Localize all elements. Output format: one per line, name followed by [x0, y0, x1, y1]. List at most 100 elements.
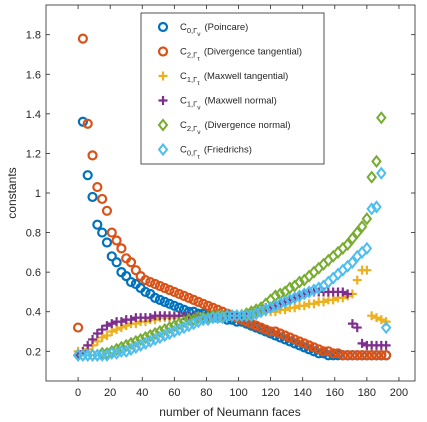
data-point — [77, 116, 89, 127]
data-point — [367, 311, 377, 321]
data-point — [376, 166, 387, 180]
legend-label: C2,Γν(Divergence normal) — [180, 120, 291, 136]
x-tick-label: 180 — [358, 387, 376, 399]
data-point — [270, 299, 281, 313]
data-point — [337, 350, 348, 361]
data-point — [188, 317, 199, 331]
x-tick-label: 120 — [261, 387, 279, 399]
data-point — [154, 294, 166, 305]
legend-box — [140, 12, 325, 165]
data-point — [328, 348, 339, 359]
data-point — [188, 294, 199, 305]
data-point — [303, 285, 315, 299]
data-point — [290, 303, 300, 313]
legend-marker — [158, 71, 168, 81]
data-point — [362, 265, 372, 275]
data-point — [347, 350, 358, 361]
y-tick-label: 1 — [35, 188, 41, 200]
data-point — [275, 328, 286, 339]
y-tick-label: 1.6 — [26, 69, 41, 81]
axis-ticks: 0 20 40 60 80 100 120 140 160 180 200 0.2 0.4 0.6 0.8 1… — [26, 5, 415, 399]
data-point — [107, 327, 117, 337]
data-point — [145, 334, 156, 349]
data-point — [169, 318, 180, 333]
data-point — [173, 317, 185, 331]
data-point — [116, 317, 126, 327]
data-point — [289, 338, 300, 349]
data-point — [371, 313, 381, 323]
data-point — [145, 276, 156, 288]
data-point — [366, 202, 377, 216]
data-point — [145, 328, 156, 343]
data-point — [381, 350, 392, 361]
legend-marker — [157, 21, 169, 33]
data-point — [92, 219, 103, 230]
data-point — [202, 300, 214, 311]
data-point — [140, 286, 151, 298]
data-point — [120, 344, 132, 358]
data-point — [332, 348, 344, 359]
data-point — [169, 286, 180, 298]
legend-entry: C2,Γν(Divergence normal) — [157, 118, 291, 136]
data-point — [294, 275, 305, 289]
data-point — [193, 296, 204, 307]
data-point — [111, 257, 122, 268]
legend-marker — [157, 142, 169, 157]
data-point — [87, 191, 98, 203]
data-point — [313, 281, 325, 295]
data-point — [338, 287, 348, 297]
data-point — [178, 320, 190, 335]
data-point — [356, 220, 368, 234]
y-tick-label: 0.4 — [26, 307, 41, 319]
data-point — [270, 326, 281, 337]
legend-label: C2,Γτ(Divergence tangential) — [180, 47, 302, 63]
data-point — [111, 235, 122, 246]
legend-label: C0,Γτ(Friedrichs) — [180, 145, 252, 161]
data-point — [130, 340, 142, 354]
data-point — [274, 297, 286, 311]
data-point — [313, 348, 324, 359]
data-point — [294, 340, 305, 351]
data-point — [149, 292, 161, 303]
data-point — [275, 332, 286, 343]
data-point — [361, 241, 373, 256]
data-point — [159, 296, 170, 307]
data-point — [347, 255, 358, 269]
data-point — [154, 280, 166, 292]
data-point — [279, 334, 291, 345]
data-point — [183, 318, 195, 333]
data-point — [279, 295, 291, 309]
data-point — [376, 111, 387, 125]
data-point — [366, 350, 377, 361]
data-point — [174, 288, 185, 300]
data-point — [250, 307, 262, 321]
data-point — [140, 330, 151, 345]
legend-label: C1,Γτ(Maxwell tangential) — [180, 71, 288, 87]
data-point — [101, 205, 113, 216]
data-point — [154, 330, 166, 345]
data-point — [299, 287, 310, 301]
legend-label: C1,Γν(Maxwell normal) — [180, 96, 277, 112]
data-point — [323, 346, 334, 357]
data-point — [304, 340, 315, 351]
series-5-points — [72, 166, 392, 362]
data-point — [294, 289, 305, 303]
data-point — [347, 319, 357, 329]
data-point — [352, 323, 362, 333]
data-point — [265, 301, 276, 315]
data-point — [308, 346, 320, 357]
data-point — [149, 326, 161, 341]
data-point — [299, 301, 309, 311]
data-point — [120, 338, 132, 352]
data-point — [193, 315, 204, 329]
x-tick-label: 20 — [104, 387, 116, 399]
x-tick-label: 200 — [390, 387, 408, 399]
data-point — [294, 336, 305, 347]
data-point — [106, 251, 117, 262]
data-point — [299, 338, 310, 349]
data-point — [149, 278, 161, 290]
legend: C0,Γν(Poincare) C2,Γτ(Divergence tangenti… — [140, 12, 325, 165]
data-point — [202, 313, 214, 327]
data-point — [82, 118, 93, 129]
data-point — [101, 237, 113, 248]
